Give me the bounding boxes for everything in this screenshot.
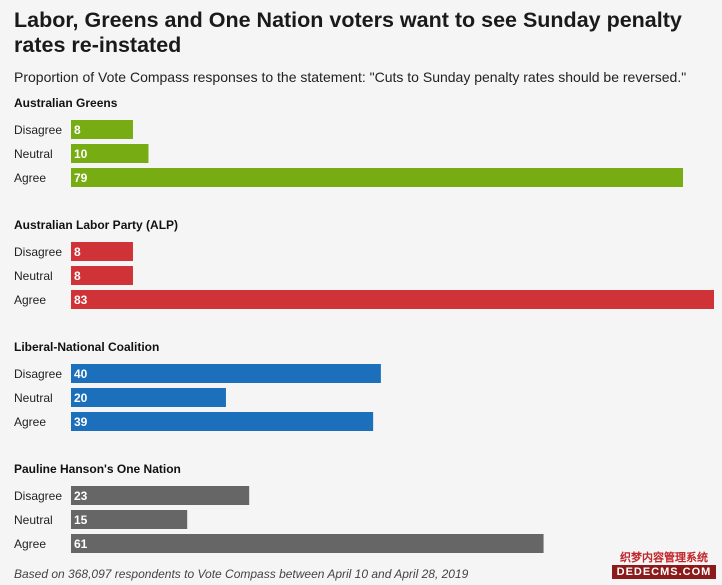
bar <box>71 486 250 505</box>
category-label: Agree <box>14 293 46 307</box>
panel-title: Australian Greens <box>14 96 118 110</box>
category-label: Neutral <box>14 269 53 283</box>
bar <box>71 534 544 553</box>
data-label: 8 <box>74 123 81 137</box>
data-label: 20 <box>74 391 88 405</box>
data-label: 23 <box>74 489 88 503</box>
category-label: Agree <box>14 537 46 551</box>
bar <box>71 364 381 383</box>
bar <box>71 242 133 261</box>
bar <box>71 510 188 529</box>
category-label: Disagree <box>14 123 62 137</box>
category-label: Neutral <box>14 147 53 161</box>
source-footnote: Based on 368,097 respondents to Vote Com… <box>14 567 469 581</box>
bar <box>71 144 149 163</box>
data-label: 40 <box>74 367 88 381</box>
category-label: Disagree <box>14 245 62 259</box>
data-label: 8 <box>74 269 81 283</box>
chart-title: Labor, Greens and One Nation voters want… <box>14 8 682 57</box>
watermark-url: DEDECMS.COM <box>612 565 716 579</box>
bar <box>71 290 714 309</box>
data-label: 61 <box>74 537 88 551</box>
watermark-text: 织梦内容管理系统 <box>620 552 708 564</box>
category-label: Disagree <box>14 367 62 381</box>
bar <box>71 388 226 407</box>
panel-title: Pauline Hanson's One Nation <box>14 462 181 476</box>
bar <box>71 266 133 285</box>
chart-subtitle: Proportion of Vote Compass responses to … <box>14 69 687 85</box>
data-label: 79 <box>74 171 88 185</box>
data-label: 15 <box>74 513 88 527</box>
data-label: 83 <box>74 293 88 307</box>
data-label: 39 <box>74 415 88 429</box>
watermark-logo: 织梦内容管理系统 DEDECMS.COM <box>612 551 716 579</box>
category-label: Agree <box>14 415 46 429</box>
panel-title: Liberal-National Coalition <box>14 340 159 354</box>
bar <box>71 120 133 139</box>
category-label: Neutral <box>14 391 53 405</box>
bar <box>71 168 684 187</box>
category-label: Neutral <box>14 513 53 527</box>
panel-title: Australian Labor Party (ALP) <box>14 218 178 232</box>
category-label: Agree <box>14 171 46 185</box>
data-label: 8 <box>74 245 81 259</box>
data-label: 10 <box>74 147 88 161</box>
category-label: Disagree <box>14 489 62 503</box>
bar <box>71 412 374 431</box>
